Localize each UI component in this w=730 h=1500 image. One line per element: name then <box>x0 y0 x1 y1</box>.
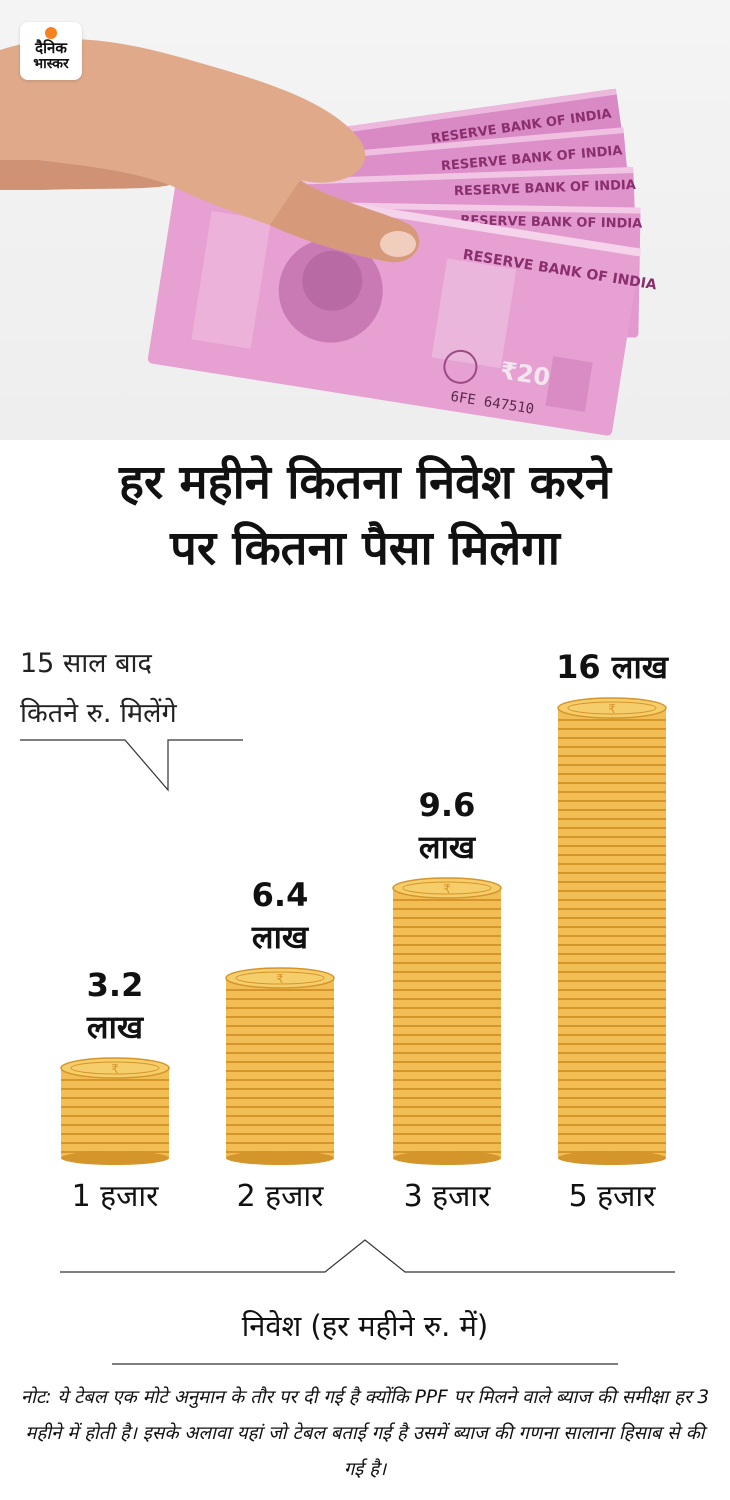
banknotes-illustration: RESERVE BANK OF INDIA RESERVE BANK OF IN… <box>0 39 658 436</box>
dainik-bhaskar-logo: दैनिक भास्कर <box>20 22 82 80</box>
coin-stacks: ₹ ₹ ₹ ₹ <box>60 697 667 1165</box>
coin-stack-2: ₹ <box>225 967 335 1165</box>
coin-stack-4: ₹ <box>557 697 667 1165</box>
y-axis-label: 15 साल बाद कितने रु. मिलेंगे <box>20 648 243 792</box>
category-label-2: 2 हजार <box>237 1179 325 1214</box>
coin-stack-body <box>61 1068 169 1158</box>
y-axis-label-line1: 15 साल बाद <box>20 648 152 679</box>
note-bank-text-3: RESERVE BANK OF INDIA <box>454 178 636 199</box>
category-label-1: 1 हजार <box>72 1179 160 1214</box>
value-label-2-1: 6.4 <box>252 876 309 914</box>
coin-stack-base <box>558 1151 666 1165</box>
x-axis-label-text: निवेश (हर महीने रु. में) <box>242 1309 488 1343</box>
y-axis-label-line2: कितने रु. मिलेंगे <box>20 697 177 729</box>
category-labels: 1 हजार 2 हजार 3 हजार 5 हजार <box>72 1179 657 1214</box>
rupee-icon: ₹ <box>276 972 284 986</box>
value-label-3-2: लाख <box>418 828 477 866</box>
headline-line1: हर महीने कितना निवेश करने <box>118 455 612 510</box>
coin-top-rim <box>235 971 325 985</box>
coin-top-rim <box>402 881 492 895</box>
coin-stack-3: ₹ <box>392 877 502 1165</box>
logo-text-line2: भास्कर <box>33 56 69 72</box>
coin-top-rim <box>70 1061 160 1075</box>
value-labels: 3.2 लाख 6.4 लाख 9.6 लाख 16 लाख <box>86 648 670 1046</box>
x-axis-callout-pointer <box>60 1239 675 1273</box>
rupee-icon: ₹ <box>111 1062 119 1076</box>
coin-stack-1: ₹ <box>60 1057 170 1165</box>
value-label-1-1: 3.2 <box>87 966 144 1004</box>
x-axis-label: निवेश (हर महीने रु. में) <box>60 1239 675 1365</box>
value-label-1-2: लाख <box>86 1008 145 1046</box>
headline-line2: पर कितना पैसा मिलेगा <box>170 521 560 576</box>
coin-stack-body <box>558 708 666 1158</box>
coin-stack-body <box>393 888 501 1158</box>
rupee-icon: ₹ <box>443 882 451 896</box>
banknote-stack: RESERVE BANK OF INDIA RESERVE BANK OF IN… <box>147 88 658 436</box>
headline: हर महीने कितना निवेश करने पर कितना पैसा … <box>0 450 730 582</box>
coin-stack-base <box>393 1151 501 1165</box>
logo-sun-icon <box>45 27 57 39</box>
value-label-3-1: 9.6 <box>419 786 476 824</box>
coin-stack-base <box>61 1151 169 1165</box>
hand-illustration <box>0 39 420 263</box>
hero-image: RESERVE BANK OF INDIA RESERVE BANK OF IN… <box>0 0 730 440</box>
coin-stack-body <box>226 978 334 1158</box>
rupee-icon: ₹ <box>608 702 616 716</box>
logo-text-line1: दैनिक <box>35 39 67 57</box>
category-label-3: 3 हजार <box>404 1179 492 1214</box>
coin-top-rim <box>567 701 657 715</box>
value-label-2-2: लाख <box>251 918 310 956</box>
value-label-4-1: 16 लाख <box>556 648 670 686</box>
y-axis-callout-pointer <box>20 739 243 792</box>
footnote: नोट: ये टेबल एक मोटे अनुमान के तौर पर दी… <box>20 1387 710 1480</box>
category-label-4: 5 हजार <box>569 1179 657 1214</box>
note-bank-text-4: RESERVE BANK OF INDIA <box>460 213 642 231</box>
coin-stack-base <box>226 1151 334 1165</box>
